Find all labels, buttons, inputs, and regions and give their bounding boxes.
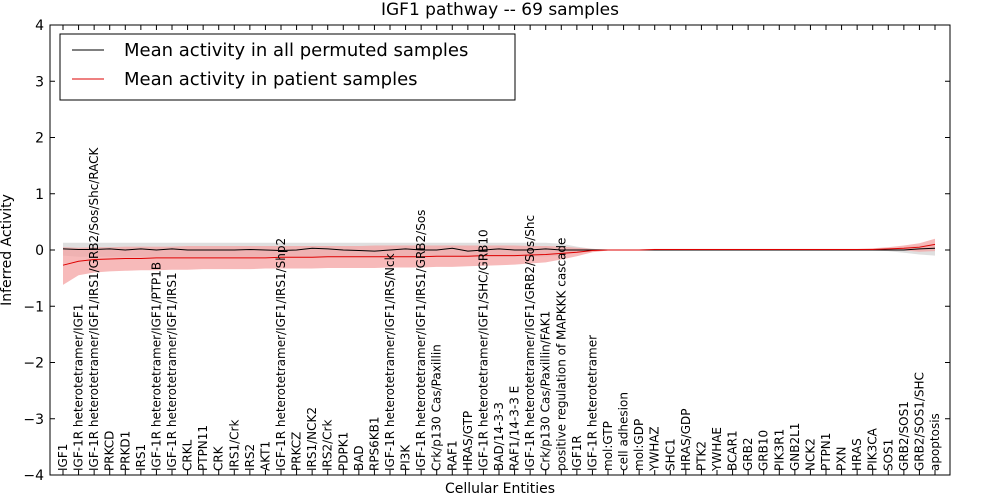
category-label: PIK3R1: [772, 429, 786, 471]
category-label: IRS1/NCK2: [305, 407, 319, 471]
y-tick-label: −2: [23, 356, 44, 372]
category-label: IGF1R: [570, 435, 584, 471]
y-axis-title: Inferred Activity: [0, 194, 15, 306]
category-label: PRKCZ: [290, 432, 304, 471]
category-label: Crk/p130 Cas/Paxillin/FAK1: [539, 311, 553, 471]
category-label: IGF-1R heterotetramer/IGF1/IRS/Nck: [383, 253, 397, 471]
category-label: IGF-1R heterotetramer/IGF1/IRS1/Shp2: [274, 238, 288, 471]
legend-box: [59, 33, 516, 101]
series-line-2: [62, 243, 936, 266]
chart-title: IGF1 pathway -- 69 samples: [381, 0, 619, 20]
category-label: mol:GTP: [601, 421, 615, 471]
category-label: IGF-1R heterotetramer/IGF1/SHC/GRB10: [476, 229, 490, 471]
category-label: PXN: [835, 447, 849, 471]
category-label: PIK3CA: [866, 427, 880, 471]
category-label: GNB2L1: [788, 423, 802, 471]
category-label: PTK2: [694, 441, 708, 471]
category-label: AKT1: [258, 441, 272, 471]
category-label: CRK: [212, 445, 226, 471]
category-label: BAD: [352, 445, 366, 471]
category-label: RAF1: [445, 440, 459, 471]
category-label: cell adhesion: [617, 392, 631, 471]
category-label: IGF-1R heterotetramer/IGF1/IRS1: [165, 272, 179, 471]
category-label: PRKCD: [103, 431, 117, 471]
category-label: PTPN11: [196, 425, 210, 471]
category-label: HRAS/GTP: [461, 411, 475, 471]
category-label: IGF1: [56, 444, 70, 471]
category-label: HRAS: [850, 438, 864, 471]
category-label: positive regulation of MAPKKK cascade: [554, 238, 568, 471]
category-label: apoptosis: [928, 413, 942, 471]
category-label: CRKL: [181, 439, 195, 471]
y-tick-label: −3: [23, 412, 44, 428]
y-tick-label: 1: [35, 187, 44, 203]
category-label: NCK2: [803, 438, 817, 471]
series-line-1: [62, 247, 936, 252]
category-label: IGF-1R heterotetramer: [585, 335, 599, 471]
category-label: IGF-1R heterotetramer/IGF1/GRB2/Sos/Shc: [523, 215, 537, 471]
category-label: YWHAE: [710, 427, 724, 472]
category-label: IRS1/Crk: [227, 420, 241, 471]
legend-label: Mean activity in patient samples: [124, 69, 418, 90]
category-label: IGF-1R heterotetramer/IGF1/IRS1/GRB2/Sos: [414, 210, 428, 471]
category-label: mol:GDP: [632, 419, 646, 471]
category-label: IGF-1R heterotetramer/IGF1: [72, 304, 86, 471]
category-label: YWHAZ: [648, 426, 662, 472]
y-tick-label: 4: [35, 18, 44, 34]
y-tick-label: −1: [23, 299, 44, 315]
category-label: PDPK1: [336, 432, 350, 471]
category-label: BCAR1: [726, 430, 740, 471]
category-label: RAF1/14-3-3 E: [508, 386, 522, 471]
category-label: RPS6KB1: [367, 416, 381, 471]
y-tick-label: −4: [23, 468, 44, 484]
category-label: PRKD1: [118, 431, 132, 471]
category-label: IGF-1R heterotetramer/IGF1/IRS1/GRB2/Sos…: [87, 146, 101, 471]
category-label: BAD/14-3-3: [492, 402, 506, 471]
category-label: SOS1: [881, 439, 895, 471]
category-label: HRAS/GDP: [679, 408, 693, 471]
y-tick-label: 2: [35, 131, 44, 147]
category-label: IGF-1R heterotetramer/IGF1/PTP1B: [149, 262, 163, 471]
category-label: PI3K: [399, 444, 413, 471]
category-label: GRB2/SOS1: [897, 401, 911, 471]
y-tick-label: 3: [35, 74, 44, 90]
y-axis: −4 −3 −2 −1 0 1 2 3 4: [23, 18, 950, 484]
legend: Mean activity in all permuted samples Mea…: [59, 33, 516, 101]
category-label: PTPN1: [819, 433, 833, 471]
legend-label: Mean activity in all permuted samples: [124, 40, 468, 61]
category-label: IRS2/Crk: [321, 420, 335, 471]
category-label: GRB2/SOS1/SHC: [912, 372, 926, 471]
category-label: GRB2: [741, 437, 755, 471]
x-axis-title: Cellular Entities: [445, 481, 555, 497]
y-tick-label: 0: [35, 243, 44, 259]
category-label: GRB10: [757, 430, 771, 471]
category-label: IRS1: [134, 444, 148, 471]
category-label: SHC1: [663, 438, 677, 471]
category-labels: IGF1 IGF-1R heterotetramer/IGF1 IGF-1R het…: [56, 25, 942, 475]
category-label: Crk/p130 Cas/Paxillin: [430, 344, 444, 471]
plot-area: [62, 238, 936, 285]
category-label: IRS2: [243, 444, 257, 471]
